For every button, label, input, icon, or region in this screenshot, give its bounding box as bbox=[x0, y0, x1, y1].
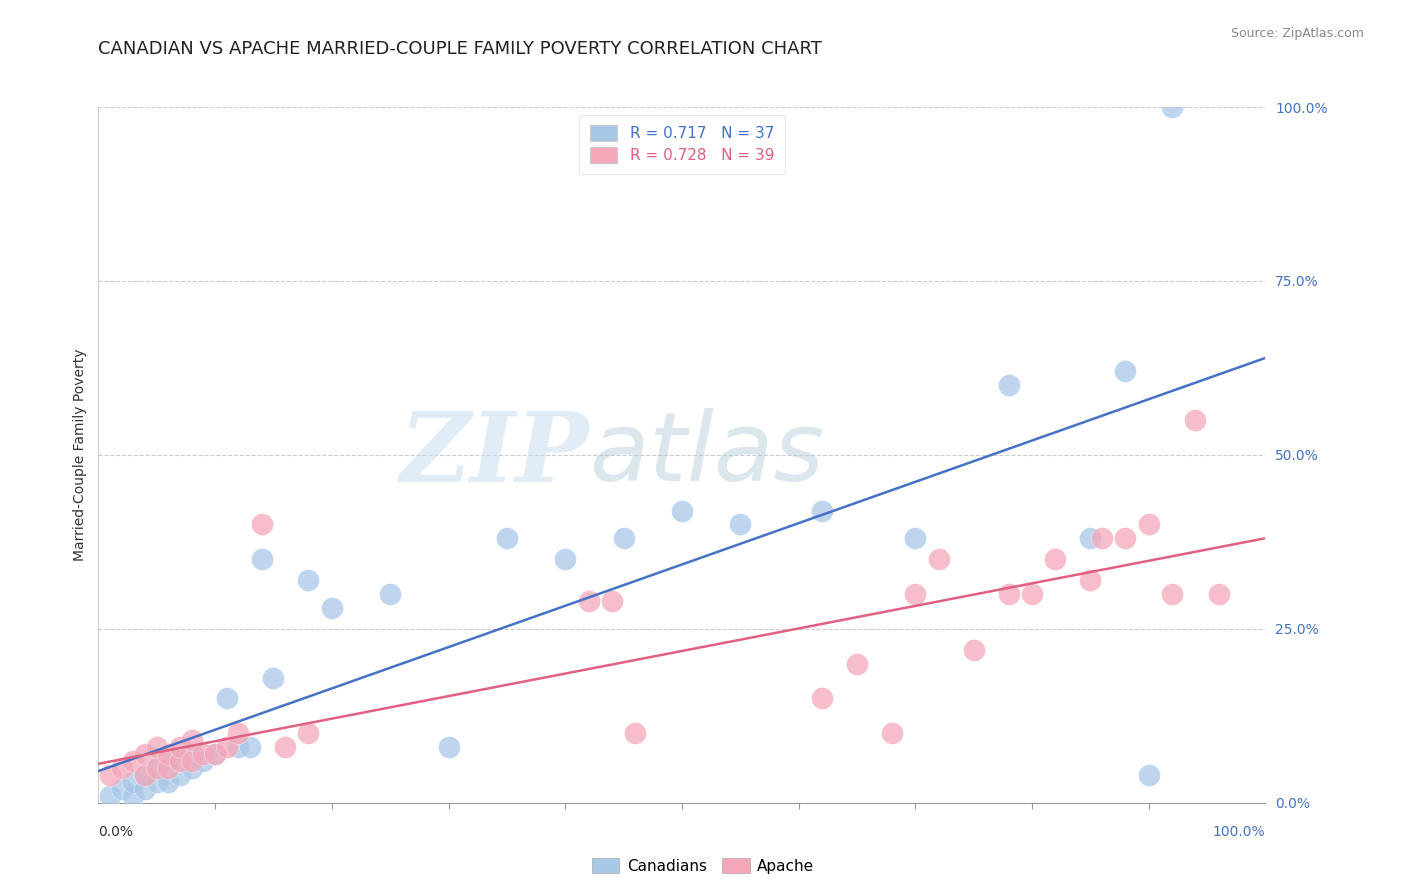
Point bbox=[845, 657, 868, 671]
Point bbox=[134, 781, 156, 796]
Point bbox=[554, 552, 576, 566]
Point bbox=[180, 747, 202, 761]
Point bbox=[1114, 532, 1136, 546]
Point bbox=[904, 532, 927, 546]
Point bbox=[1208, 587, 1230, 601]
Point bbox=[111, 781, 134, 796]
Y-axis label: Married-Couple Family Poverty: Married-Couple Family Poverty bbox=[73, 349, 87, 561]
Point bbox=[997, 587, 1019, 601]
Point bbox=[122, 754, 145, 768]
Point bbox=[215, 691, 238, 706]
Point bbox=[146, 740, 169, 755]
Point bbox=[997, 378, 1019, 392]
Point bbox=[146, 775, 169, 789]
Point bbox=[1137, 517, 1160, 532]
Point bbox=[157, 747, 180, 761]
Point bbox=[962, 642, 984, 657]
Point bbox=[169, 768, 191, 782]
Point bbox=[180, 754, 202, 768]
Point bbox=[612, 532, 634, 546]
Point bbox=[122, 789, 145, 803]
Text: 0.0%: 0.0% bbox=[98, 825, 134, 839]
Point bbox=[1161, 587, 1184, 601]
Point bbox=[811, 503, 834, 517]
Point bbox=[157, 761, 180, 775]
Point bbox=[880, 726, 903, 740]
Text: atlas: atlas bbox=[589, 409, 824, 501]
Point bbox=[228, 726, 250, 740]
Point bbox=[1114, 364, 1136, 378]
Point bbox=[671, 503, 693, 517]
Point bbox=[378, 587, 402, 601]
Point bbox=[1045, 552, 1067, 566]
Text: ZIP: ZIP bbox=[399, 408, 589, 502]
Point bbox=[180, 733, 202, 747]
Point bbox=[297, 726, 319, 740]
Point bbox=[204, 747, 226, 761]
Point bbox=[134, 768, 156, 782]
Point bbox=[111, 761, 134, 775]
Point bbox=[1161, 100, 1184, 114]
Text: 100.0%: 100.0% bbox=[1213, 825, 1265, 839]
Point bbox=[495, 532, 517, 546]
Point bbox=[193, 754, 215, 768]
Point bbox=[1080, 532, 1102, 546]
Point bbox=[169, 740, 191, 755]
Point bbox=[1137, 768, 1160, 782]
Point bbox=[578, 594, 600, 608]
Point bbox=[1184, 413, 1206, 427]
Point bbox=[157, 754, 180, 768]
Point bbox=[169, 754, 191, 768]
Text: CANADIAN VS APACHE MARRIED-COUPLE FAMILY POVERTY CORRELATION CHART: CANADIAN VS APACHE MARRIED-COUPLE FAMILY… bbox=[98, 40, 823, 58]
Point bbox=[180, 761, 202, 775]
Point bbox=[437, 740, 460, 755]
Point bbox=[600, 594, 623, 608]
Point bbox=[157, 775, 180, 789]
Point bbox=[321, 601, 343, 615]
Point bbox=[122, 775, 145, 789]
Point bbox=[811, 691, 834, 706]
Point bbox=[169, 754, 191, 768]
Text: Source: ZipAtlas.com: Source: ZipAtlas.com bbox=[1230, 27, 1364, 40]
Point bbox=[250, 517, 273, 532]
Point bbox=[134, 768, 156, 782]
Point bbox=[250, 552, 273, 566]
Point bbox=[98, 789, 121, 803]
Point bbox=[146, 761, 169, 775]
Point bbox=[904, 587, 927, 601]
Point bbox=[262, 671, 284, 685]
Point bbox=[193, 747, 215, 761]
Point bbox=[204, 747, 226, 761]
Point bbox=[134, 747, 156, 761]
Point bbox=[730, 517, 752, 532]
Point bbox=[146, 761, 169, 775]
Point bbox=[1091, 532, 1114, 546]
Point bbox=[624, 726, 647, 740]
Legend: Canadians, Apache: Canadians, Apache bbox=[585, 852, 821, 880]
Point bbox=[1021, 587, 1043, 601]
Point bbox=[297, 573, 319, 587]
Point bbox=[1080, 573, 1102, 587]
Point bbox=[239, 740, 262, 755]
Point bbox=[215, 740, 238, 755]
Point bbox=[228, 740, 250, 755]
Legend: R = 0.717   N = 37, R = 0.728   N = 39: R = 0.717 N = 37, R = 0.728 N = 39 bbox=[579, 115, 785, 174]
Point bbox=[98, 768, 121, 782]
Point bbox=[928, 552, 950, 566]
Point bbox=[274, 740, 297, 755]
